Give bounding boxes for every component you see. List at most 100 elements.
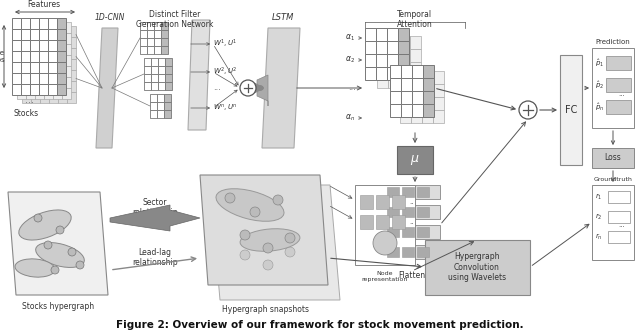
Bar	[376, 67, 387, 80]
Text: Prediction: Prediction	[596, 39, 630, 45]
Bar	[385, 205, 440, 219]
Bar	[31, 92, 40, 103]
Bar	[410, 49, 421, 62]
Bar	[365, 54, 376, 67]
Bar	[35, 44, 44, 55]
Bar	[40, 48, 49, 59]
Bar	[67, 70, 76, 81]
Bar	[31, 70, 40, 81]
Bar	[365, 67, 376, 80]
Bar	[31, 48, 40, 59]
Bar	[17, 44, 26, 55]
Bar	[425, 240, 530, 295]
Bar	[26, 44, 35, 55]
Text: Distinct Filter
Generation Network: Distinct Filter Generation Network	[136, 10, 214, 29]
Circle shape	[273, 195, 283, 205]
Bar	[35, 66, 44, 77]
Bar	[26, 55, 35, 66]
Bar	[49, 70, 58, 81]
Bar	[387, 207, 399, 217]
Bar	[26, 77, 35, 88]
Bar	[67, 81, 76, 92]
Bar	[154, 38, 161, 46]
Bar	[48, 62, 57, 73]
Bar	[53, 55, 62, 66]
Bar	[62, 88, 71, 99]
Bar	[22, 92, 31, 103]
Bar	[48, 18, 57, 29]
Bar	[402, 207, 414, 217]
Text: $\alpha_1$: $\alpha_1$	[345, 33, 355, 43]
Bar	[147, 22, 154, 30]
Text: Loss: Loss	[605, 154, 621, 163]
Bar	[387, 67, 398, 80]
Bar	[30, 62, 39, 73]
Text: $\hat{p}_n$: $\hat{p}_n$	[595, 101, 604, 113]
Bar	[62, 33, 71, 44]
Bar	[606, 78, 631, 92]
Bar	[388, 75, 399, 88]
Bar	[144, 74, 151, 82]
Bar	[44, 33, 53, 44]
Text: Groundtruth: Groundtruth	[593, 177, 632, 182]
Circle shape	[285, 247, 295, 257]
Bar	[58, 26, 67, 37]
Bar	[151, 66, 158, 74]
Bar	[58, 92, 67, 103]
Bar	[57, 18, 66, 29]
Bar	[12, 51, 21, 62]
Bar	[412, 65, 423, 78]
Bar	[392, 195, 405, 209]
Bar	[48, 84, 57, 95]
Bar	[53, 22, 62, 33]
Text: $W^n, U^n$: $W^n, U^n$	[213, 103, 237, 114]
Bar	[31, 81, 40, 92]
Bar	[158, 74, 165, 82]
Bar	[400, 84, 411, 97]
Bar	[12, 40, 21, 51]
Ellipse shape	[240, 229, 300, 251]
Bar	[30, 29, 39, 40]
Bar	[140, 38, 147, 46]
Polygon shape	[96, 28, 118, 148]
Bar	[400, 97, 411, 110]
Text: $\hat{p}_1$: $\hat{p}_1$	[595, 57, 604, 69]
Bar	[157, 102, 164, 110]
Bar	[388, 62, 399, 75]
Bar	[423, 91, 434, 104]
Bar	[12, 18, 21, 29]
Ellipse shape	[19, 210, 71, 240]
Bar	[392, 215, 405, 229]
Bar	[140, 30, 147, 38]
FancyArrowPatch shape	[113, 257, 196, 270]
Bar	[22, 48, 31, 59]
Text: ..: ..	[409, 199, 413, 205]
Bar	[387, 41, 398, 54]
Text: ...: ...	[213, 84, 221, 93]
Bar	[399, 36, 410, 49]
Bar	[53, 88, 62, 99]
Bar	[360, 215, 373, 229]
Bar	[17, 22, 26, 33]
Bar	[53, 66, 62, 77]
Bar	[411, 110, 422, 123]
Bar	[400, 110, 411, 123]
Bar	[147, 38, 154, 46]
Bar	[44, 55, 53, 66]
Bar	[17, 88, 26, 99]
Circle shape	[240, 230, 250, 240]
Text: Stocks hypergraph: Stocks hypergraph	[22, 302, 94, 311]
Bar	[150, 94, 157, 102]
Bar	[390, 104, 401, 117]
Bar	[422, 84, 433, 97]
Bar	[423, 65, 434, 78]
Text: Temporal
Attention: Temporal Attention	[397, 10, 433, 29]
Bar	[387, 227, 399, 237]
Bar	[22, 59, 31, 70]
Bar	[608, 211, 630, 223]
Circle shape	[51, 266, 59, 274]
Bar	[412, 91, 423, 104]
Bar	[592, 48, 634, 128]
Bar	[35, 33, 44, 44]
Bar	[608, 191, 630, 203]
